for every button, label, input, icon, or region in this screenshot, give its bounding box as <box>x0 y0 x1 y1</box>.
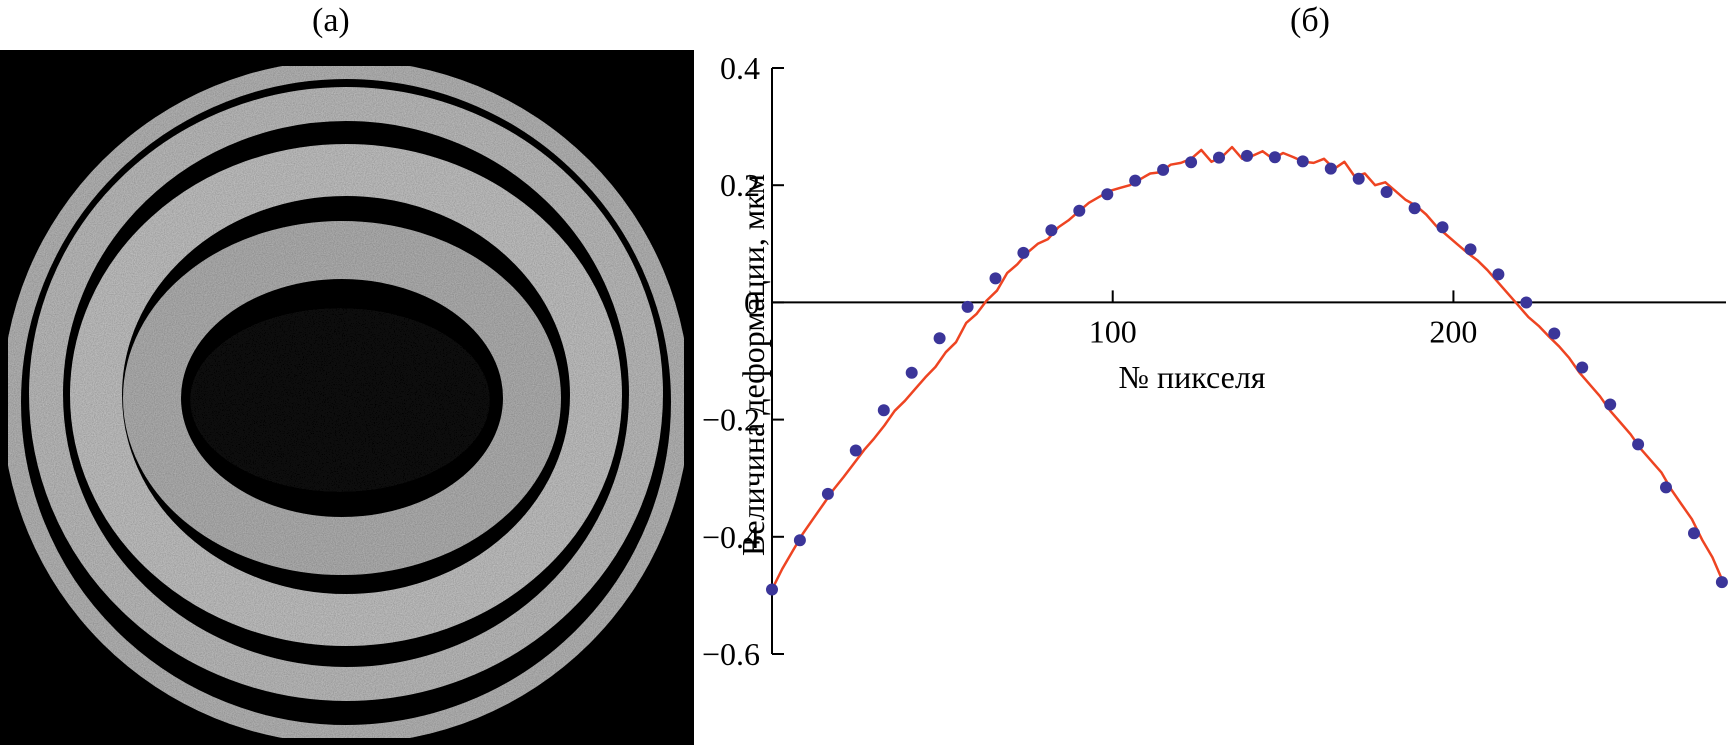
y-tick-label: −0.4 <box>702 519 760 555</box>
fit-point <box>1380 186 1393 198</box>
y-axis-label: Величина деформации, мкм <box>735 174 771 556</box>
y-tick-label: −0.6 <box>702 636 760 672</box>
x-tick-label: 100 <box>1089 313 1137 349</box>
fit-point <box>1548 327 1561 340</box>
fringe-rings <box>2 60 690 744</box>
fringe-ring-outer <box>2 60 690 744</box>
fit-point <box>1241 149 1253 162</box>
fit-point <box>933 332 946 345</box>
fit-point <box>1324 162 1337 175</box>
fit-point <box>1296 155 1309 168</box>
fit-point <box>1660 481 1672 494</box>
fit-point <box>1352 172 1365 185</box>
fit-point <box>1436 221 1449 234</box>
fit-point <box>849 444 862 457</box>
fit-point <box>1045 224 1058 237</box>
fit-point <box>1268 151 1281 164</box>
y-tick-label: 0.2 <box>720 167 760 203</box>
fit-point <box>1715 576 1728 589</box>
y-tick-label: 0 <box>744 284 760 320</box>
panel-a-label: (а) <box>312 2 350 39</box>
fit-point <box>1520 296 1533 309</box>
x-tick-label: 200 <box>1429 313 1477 349</box>
fit-point <box>1688 527 1700 540</box>
fit-point <box>905 366 918 379</box>
fit-point <box>821 487 834 500</box>
fit-point <box>1576 361 1589 374</box>
deformation-chart: 0.4 0.2 0 −0.2 −0.4 −0.6 100 200 № пикселя Вели… <box>702 50 1728 672</box>
fit-point <box>1464 243 1477 256</box>
fit-point <box>1492 268 1505 281</box>
fringe-ring-4 <box>123 221 561 575</box>
fringe-ring-2 <box>29 87 663 701</box>
fit-point <box>1185 156 1198 169</box>
fit-point <box>1157 163 1170 176</box>
fit-point <box>1632 438 1645 451</box>
fit-point <box>766 583 778 596</box>
fit-point <box>1408 202 1421 215</box>
y-tick-label: −0.2 <box>702 402 760 438</box>
fit-point <box>1073 204 1086 217</box>
x-axis-label: № пикселя <box>1118 359 1265 395</box>
interference-fringe-image <box>0 50 694 745</box>
fit-point <box>1129 174 1142 187</box>
fit-point <box>989 272 1002 285</box>
fringe-ring-3 <box>70 144 622 646</box>
fit-point <box>1213 151 1225 164</box>
fit-point <box>1017 246 1030 259</box>
fit-point <box>961 300 974 313</box>
panel-b-label: (б) <box>1290 2 1330 39</box>
fit-point <box>1604 398 1617 411</box>
fit-point <box>793 534 806 547</box>
fit-point <box>1101 188 1114 201</box>
fit-point <box>877 404 890 417</box>
y-tick-label: 0.4 <box>720 50 760 86</box>
fringe-center <box>190 308 490 492</box>
